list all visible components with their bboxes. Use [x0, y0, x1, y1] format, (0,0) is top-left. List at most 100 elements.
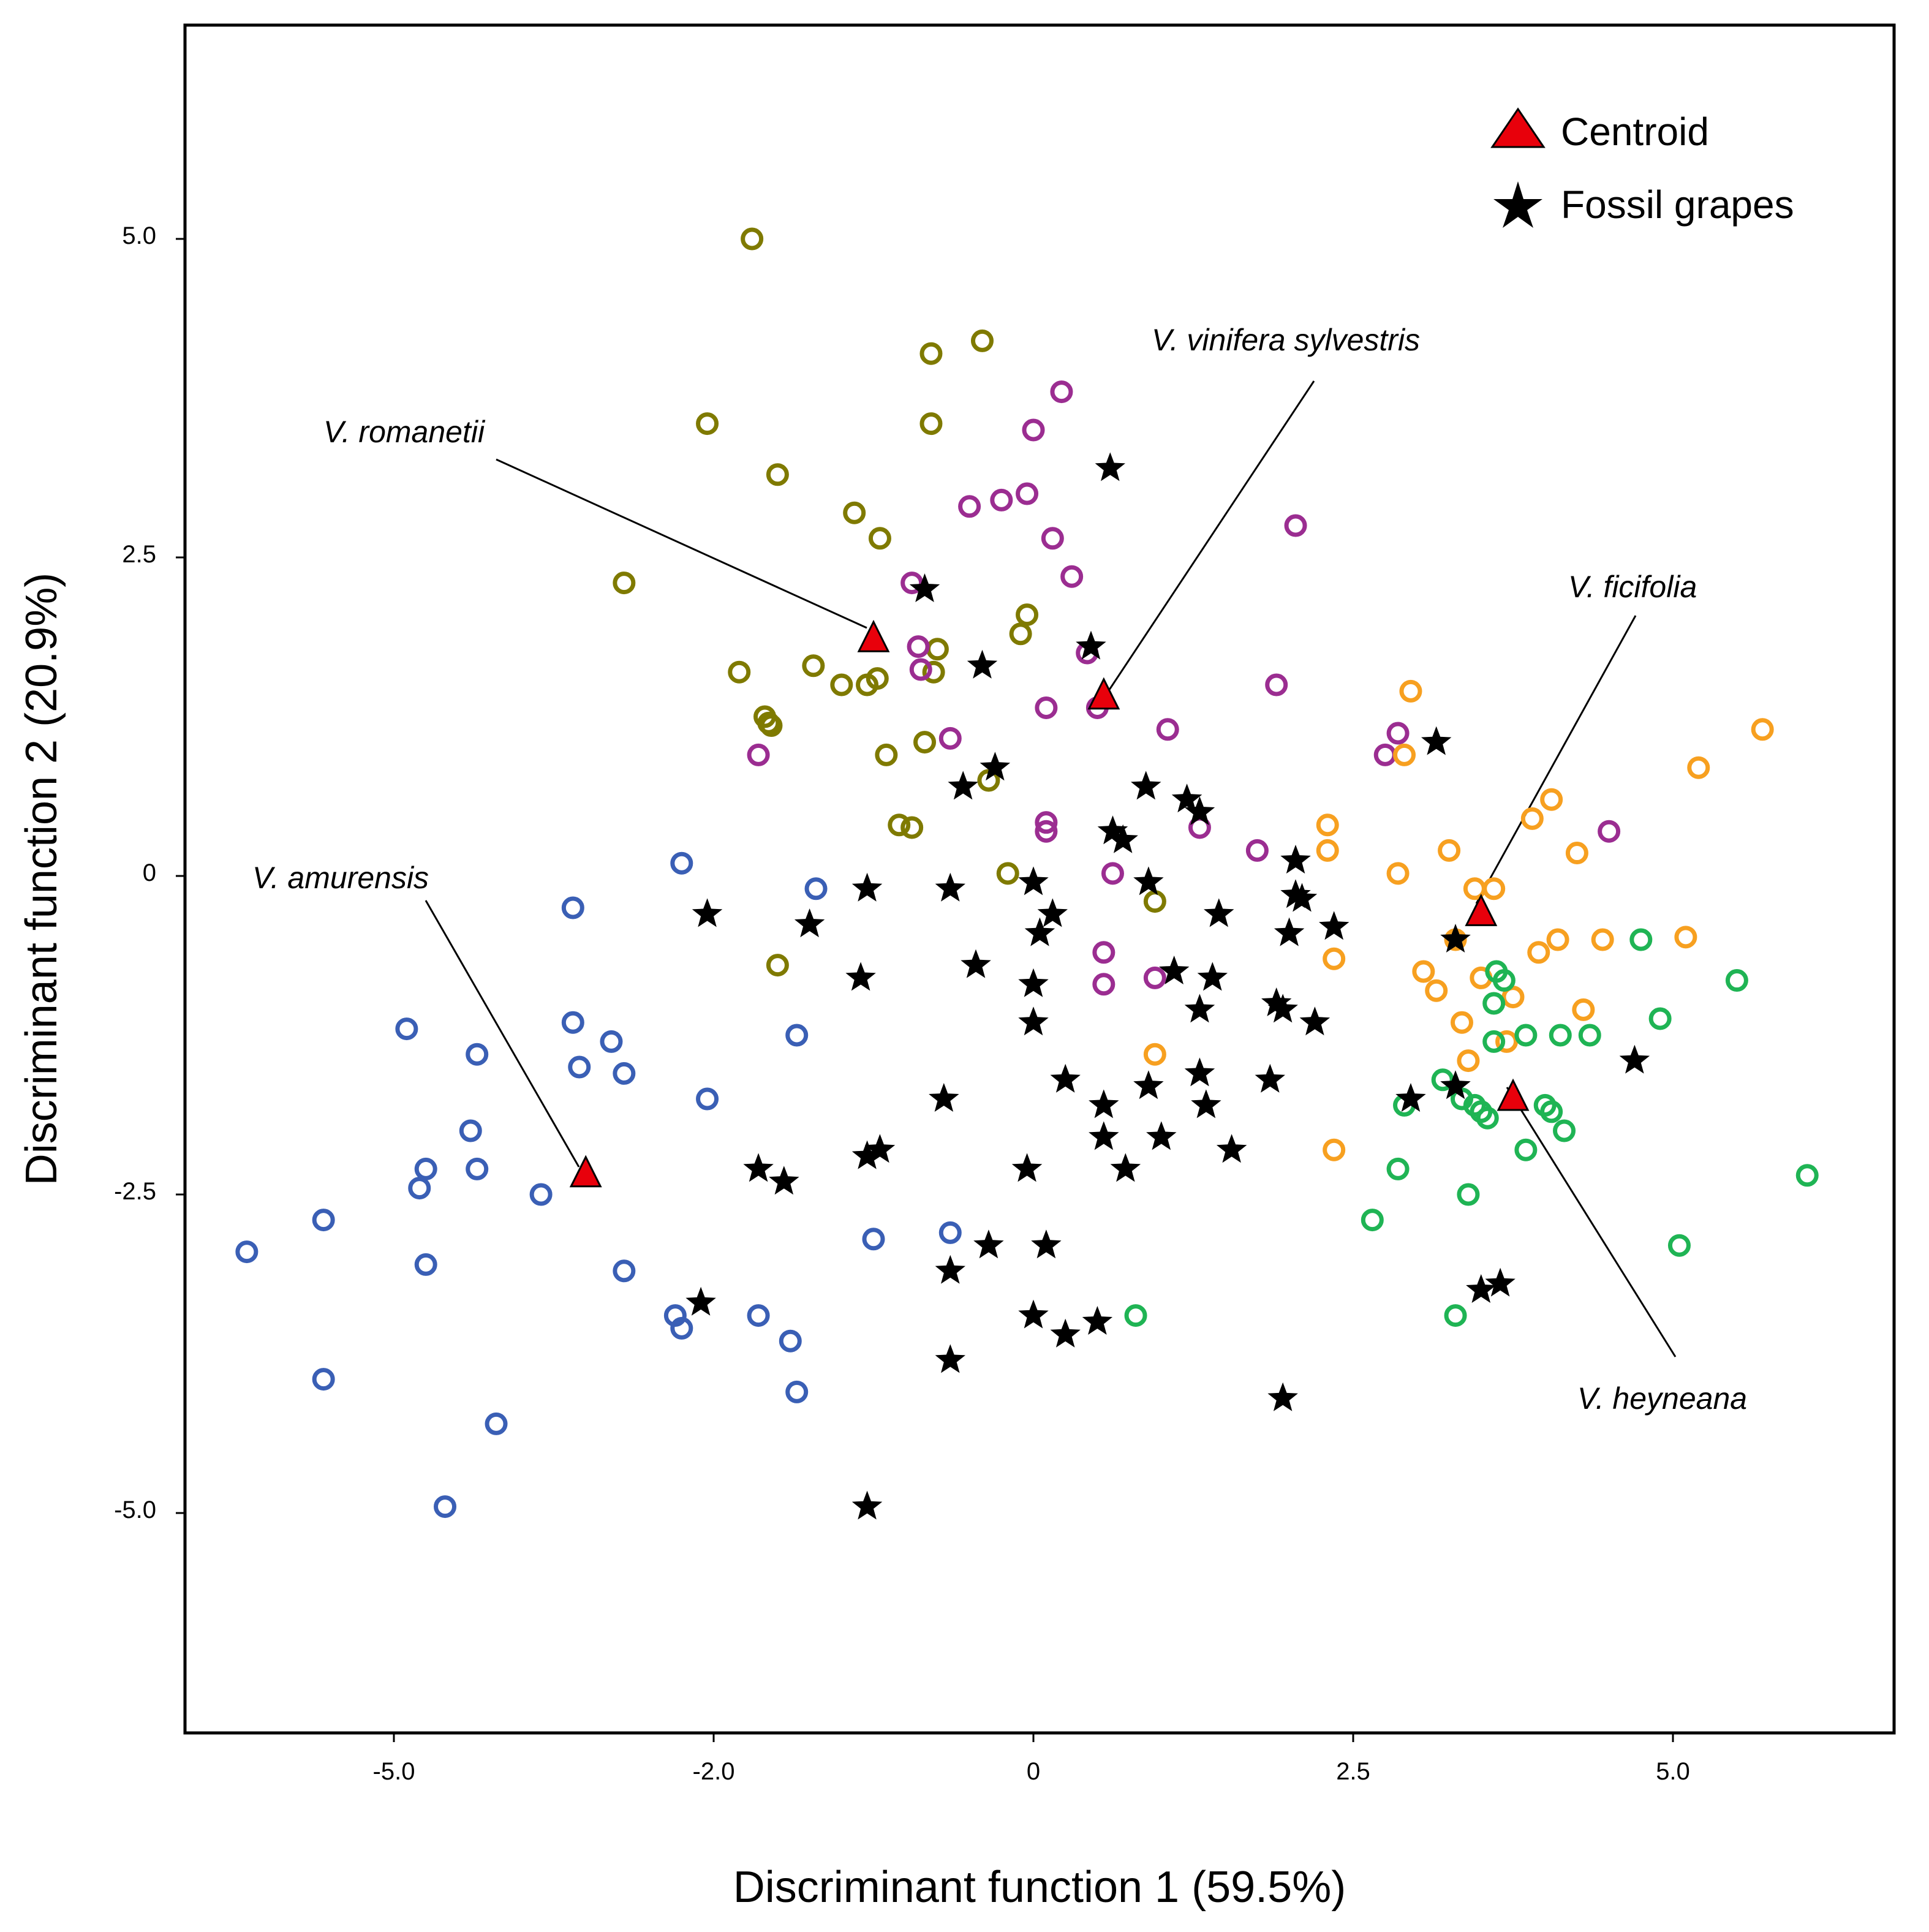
centroid-triangle	[569, 1155, 602, 1188]
point-fossil-grape-star	[1159, 956, 1190, 984]
point-v-vinifera-sylvestris	[1598, 820, 1621, 843]
point-fossil-grape-star	[1011, 1153, 1043, 1182]
point-v-ficifolia	[1565, 842, 1588, 865]
point-fossil-grape-star	[851, 872, 883, 902]
point-fossil-grape-star	[980, 752, 1011, 781]
point-fossil-grape-star	[1421, 726, 1452, 755]
point-fossil-grape-star	[909, 573, 940, 602]
point-v-heyneana	[1514, 1024, 1538, 1047]
annotation-label-vinifera: V. vinifera sylvestris	[1152, 323, 1420, 357]
point-fossil-grape-star	[851, 1490, 883, 1520]
point-fossil-grape-star	[1280, 845, 1311, 874]
point-v-vinifera-sylvestris	[1284, 514, 1307, 537]
point-fossil-grape-star	[1050, 1063, 1081, 1093]
point-v-heyneana	[1463, 1093, 1486, 1117]
point-v-romanetii	[996, 862, 1019, 885]
point-v-romanetii	[970, 329, 994, 352]
point-fossil-grape-star	[1485, 1267, 1516, 1297]
point-v-heyneana	[1795, 1164, 1819, 1187]
point-v-romanetii	[613, 572, 636, 595]
point-fossil-grape-star	[1018, 1299, 1049, 1329]
point-v-ficifolia	[1457, 1049, 1480, 1073]
point-fossil-grape-star	[1018, 866, 1049, 896]
point-v-amurensis	[312, 1209, 335, 1232]
point-fossil-grape-star	[1089, 1089, 1119, 1119]
point-v-vinifera-sylvestris	[1265, 673, 1288, 696]
point-v-ficifolia	[1674, 926, 1697, 949]
point-v-romanetii	[728, 660, 751, 684]
point-fossil-grape-star	[1184, 1057, 1215, 1087]
point-v-heyneana	[1549, 1024, 1572, 1047]
point-v-vinifera-sylvestris	[1101, 862, 1124, 885]
point-v-heyneana	[1553, 1119, 1576, 1142]
point-v-romanetii	[888, 813, 911, 837]
point-fossil-grape-star	[1197, 962, 1228, 991]
point-v-amurensis	[235, 1240, 259, 1264]
data-points	[235, 227, 1819, 1520]
point-v-vinifera-sylvestris	[1035, 820, 1058, 843]
y-axis-title: Discriminant function 2 (20.9%)	[17, 573, 66, 1185]
point-fossil-grape-star	[1076, 630, 1106, 660]
point-v-heyneana	[1578, 1024, 1601, 1047]
annotation-label-ficifolia: V. ficifolia	[1568, 570, 1697, 604]
point-fossil-grape-star	[1089, 1121, 1119, 1150]
point-fossil-grape-star	[685, 1286, 716, 1316]
point-v-ficifolia	[1591, 928, 1614, 951]
point-fossil-grape-star	[1619, 1044, 1650, 1074]
point-v-vinifera-sylvestris	[1156, 718, 1179, 741]
point-v-amurensis	[312, 1368, 335, 1391]
y-tick-label: 2.5	[122, 541, 156, 568]
centroid-triangle	[1497, 1078, 1530, 1111]
point-fossil-grape-star	[794, 908, 825, 938]
annotation-line-romanetii	[496, 458, 867, 629]
point-fossil-grape-star	[1018, 968, 1049, 997]
point-v-heyneana	[1725, 969, 1748, 992]
point-v-amurensis	[568, 1055, 591, 1079]
axis-ticks	[176, 238, 1674, 1742]
point-v-heyneana	[1514, 1138, 1538, 1161]
point-v-heyneana	[1431, 1068, 1454, 1092]
point-v-amurensis	[785, 1380, 809, 1403]
point-v-amurensis	[613, 1259, 636, 1283]
x-tick-label: 0	[1027, 1758, 1040, 1785]
x-tick-label: -2.0	[693, 1758, 735, 1785]
point-v-ficifolia	[1495, 1030, 1519, 1053]
point-v-ficifolia	[1386, 862, 1410, 885]
point-v-vinifera-sylvestris	[1050, 380, 1073, 404]
centroid-triangle	[1465, 894, 1498, 926]
point-fossil-grape-star	[1031, 1229, 1062, 1259]
point-v-ficifolia	[1316, 839, 1339, 862]
point-v-vinifera-sylvestris	[1245, 839, 1269, 862]
plot-frame	[183, 23, 1896, 1735]
point-fossil-grape-star	[1095, 452, 1125, 481]
point-v-heyneana	[1386, 1157, 1410, 1180]
point-v-amurensis	[414, 1157, 437, 1180]
point-v-amurensis	[600, 1030, 623, 1053]
point-v-romanetii	[926, 638, 949, 661]
point-v-ficifolia	[1323, 1138, 1346, 1161]
point-v-vinifera-sylvestris	[909, 658, 932, 681]
legend-centroid-icon	[1490, 107, 1546, 148]
point-v-amurensis	[408, 1177, 431, 1200]
point-v-vinifera-sylvestris	[1092, 973, 1115, 996]
point-v-ficifolia	[1425, 979, 1448, 1002]
point-v-vinifera-sylvestris	[1386, 722, 1410, 745]
point-v-heyneana	[1492, 969, 1516, 992]
point-v-vinifera-sylvestris	[990, 488, 1013, 511]
point-v-amurensis	[434, 1495, 457, 1519]
point-v-romanetii	[868, 527, 891, 550]
point-v-amurensis	[938, 1221, 962, 1244]
point-fossil-grape-star	[973, 1229, 1004, 1259]
point-v-amurensis	[670, 851, 693, 875]
point-v-romanetii	[1143, 890, 1166, 913]
point-fossil-grape-star	[851, 1140, 883, 1169]
point-fossil-grape-star	[935, 1344, 965, 1373]
annotation-line-heyneana	[1506, 1087, 1677, 1357]
point-v-amurensis	[779, 1329, 802, 1353]
point-v-romanetii	[922, 660, 945, 684]
point-v-heyneana	[1470, 1100, 1493, 1123]
annotation-line-amurensis	[425, 900, 580, 1168]
point-fossil-grape-star	[1133, 1070, 1164, 1100]
point-fossil-grape-star	[1216, 1134, 1247, 1163]
